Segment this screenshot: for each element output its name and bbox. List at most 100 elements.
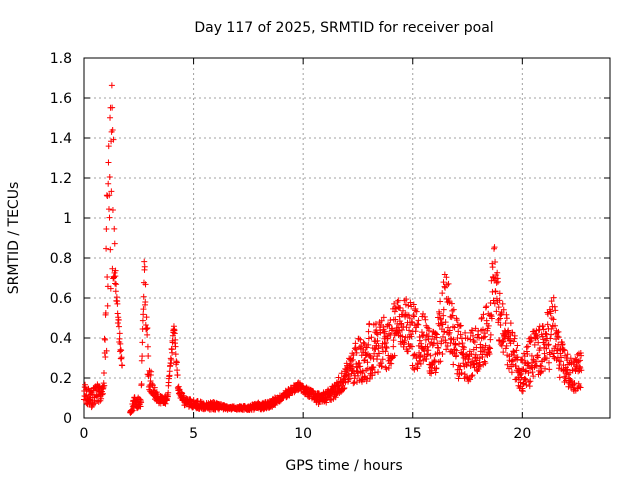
data-point (509, 329, 516, 336)
data-point (411, 313, 418, 320)
data-point (144, 331, 151, 338)
data-point (119, 362, 126, 369)
data-point (487, 331, 494, 338)
data-point (576, 383, 583, 390)
data-point (533, 332, 540, 339)
data-point (387, 317, 394, 324)
data-point (457, 331, 464, 338)
data-point (440, 306, 447, 313)
data-point (141, 258, 148, 265)
data-point (533, 363, 540, 370)
data-point (553, 356, 560, 363)
data-point (109, 104, 116, 111)
data-point (143, 314, 150, 321)
data-point (446, 299, 453, 306)
data-point (365, 328, 372, 335)
data-point (358, 343, 365, 350)
data-point (440, 279, 447, 286)
data-point (453, 352, 460, 359)
data-point (374, 337, 381, 344)
data-point (431, 357, 438, 364)
data-point (107, 285, 114, 292)
data-point (485, 322, 492, 329)
data-point (439, 333, 446, 340)
data-point (398, 326, 405, 333)
data-point (508, 358, 515, 365)
data-point (493, 308, 500, 315)
data-point (433, 365, 440, 372)
x-tick-label: 10 (294, 426, 312, 442)
data-point (407, 299, 414, 306)
data-point (564, 351, 571, 358)
data-point (513, 347, 520, 354)
data-point (472, 325, 479, 332)
data-point (370, 364, 377, 371)
data-point (533, 358, 540, 365)
data-point (341, 384, 348, 391)
data-point (463, 374, 470, 381)
data-point (353, 349, 360, 356)
data-point (547, 335, 554, 342)
data-point (176, 386, 183, 393)
data-point (439, 350, 446, 357)
data-point (570, 361, 577, 368)
data-point (441, 328, 448, 335)
data-point (576, 363, 583, 370)
data-point (496, 297, 503, 304)
data-point (482, 342, 489, 349)
data-point (112, 280, 119, 287)
data-point (481, 347, 488, 354)
data-point (410, 312, 417, 319)
data-point (545, 359, 552, 366)
data-point (106, 192, 113, 199)
data-point (408, 343, 415, 350)
data-point (468, 373, 475, 380)
y-tick-label: 0.6 (50, 291, 72, 307)
y-tick-label: 1 (63, 211, 72, 227)
data-point (173, 359, 180, 366)
data-point (514, 342, 521, 349)
data-point (457, 322, 464, 329)
data-point (106, 214, 113, 221)
data-point (436, 349, 443, 356)
data-point (459, 350, 466, 357)
data-point (413, 355, 420, 362)
x-axis-title: GPS time / hours (285, 458, 402, 474)
data-point (116, 335, 123, 342)
data-point (350, 363, 357, 370)
data-point (407, 343, 414, 350)
data-point (102, 336, 109, 343)
y-tick-label: 1.2 (50, 171, 72, 187)
data-point (486, 344, 493, 351)
data-point (489, 264, 496, 271)
data-point (559, 341, 566, 348)
data-point (373, 330, 380, 337)
data-point (523, 381, 530, 388)
data-point (380, 314, 387, 321)
data-point (433, 331, 440, 338)
data-point (405, 348, 412, 355)
data-point (455, 375, 462, 382)
data-point (483, 303, 490, 310)
data-point (449, 307, 456, 314)
data-point (145, 353, 152, 360)
data-point (107, 246, 114, 253)
data-point (386, 322, 393, 329)
data-point (147, 378, 154, 385)
data-point (105, 143, 112, 150)
data-point (103, 347, 110, 354)
data-point (518, 374, 525, 381)
data-point (397, 304, 404, 311)
data-point (476, 355, 483, 362)
data-point (422, 316, 429, 323)
data-point (463, 362, 470, 369)
data-point (543, 355, 550, 362)
data-point (467, 376, 474, 383)
data-point (487, 300, 494, 307)
data-point (428, 370, 435, 377)
data-point (488, 311, 495, 318)
data-point (451, 324, 458, 331)
x-tick-label: 20 (513, 426, 531, 442)
chart-title: Day 117 of 2025, SRMTID for receiver poa… (194, 20, 493, 36)
data-point (520, 381, 527, 388)
